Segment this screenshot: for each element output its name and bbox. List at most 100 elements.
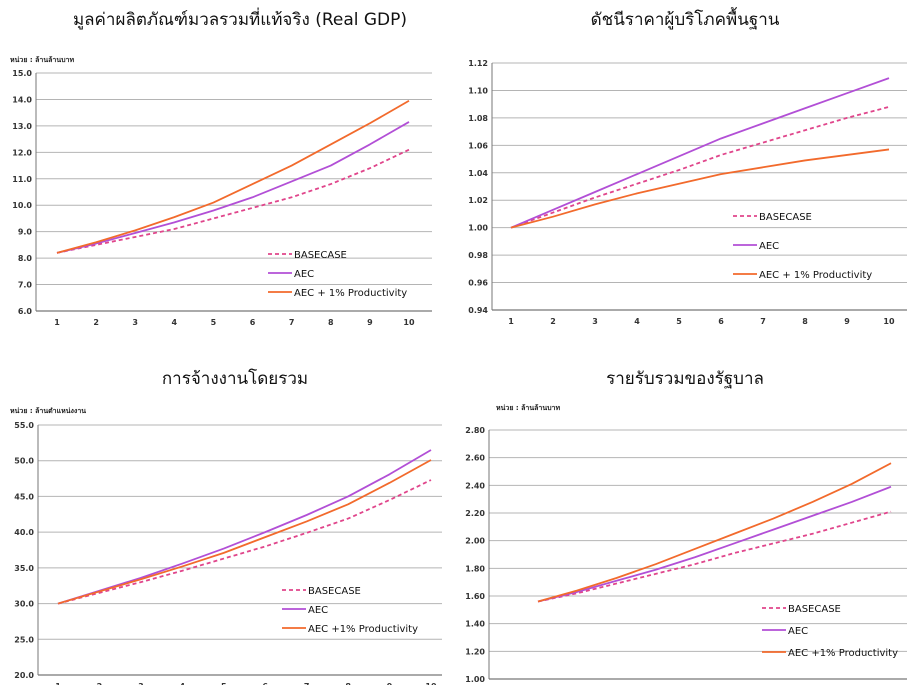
x-tick-label: 7	[304, 682, 310, 685]
x-tick-label: 9	[367, 318, 373, 327]
y-tick-label: 30.0	[14, 600, 34, 609]
series-line-aec	[57, 449, 432, 605]
x-tick-label: 1	[508, 317, 514, 326]
legend-label: AEC	[308, 605, 328, 616]
x-tick-label: 7	[760, 317, 766, 326]
series-line-aec	[56, 121, 410, 254]
y-tick-label: 9.0	[18, 228, 33, 237]
x-tick-label: 4	[172, 318, 178, 327]
y-tick-label: 2.40	[465, 481, 485, 490]
legend-label: AEC + 1% Productivity	[294, 288, 407, 299]
legend-label: BASECASE	[759, 212, 812, 223]
chart-title-employment: การจ้างงานโดยรวม	[161, 369, 309, 389]
y-tick-label: 6.0	[18, 307, 33, 316]
y-tick-label: 25.0	[14, 635, 34, 644]
x-tick-label: 7	[289, 318, 295, 327]
y-tick-label: 0.98	[468, 251, 488, 260]
y-tick-label: 1.02	[468, 196, 488, 205]
y-tick-label: 50.0	[14, 457, 34, 466]
x-tick-label: 2	[97, 682, 103, 685]
series-line-aec	[537, 485, 892, 603]
chart-title-cpi: ดัชนีราคาผู้บริโภคพื้นฐาน	[590, 10, 780, 30]
y-tick-label: 40.0	[14, 528, 34, 537]
legend-label: BASECASE	[788, 604, 841, 615]
x-tick-label: 1	[54, 318, 60, 327]
chart-title-government-revenue: รายรับรวมของรัฐบาล	[606, 369, 764, 389]
x-tick-label: 6	[250, 318, 256, 327]
series-line-aec	[510, 77, 890, 229]
y-tick-label: 15.0	[12, 69, 32, 78]
legend-label: AEC	[788, 626, 808, 637]
x-tick-label: 9	[387, 682, 393, 685]
y-tick-label: 55.0	[14, 421, 34, 430]
y-tick-label: 1.60	[465, 592, 485, 601]
unit-label: หน่วย : ล้านตำแหน่งงาน	[10, 406, 86, 415]
y-tick-label: 12.0	[12, 148, 32, 157]
x-tick-label: 3	[592, 317, 598, 326]
series-line-basecase	[56, 148, 410, 254]
y-tick-label: 11.0	[12, 175, 32, 184]
y-tick-label: 45.0	[14, 492, 34, 501]
y-tick-label: 14.0	[12, 95, 32, 104]
y-tick-label: 10.0	[12, 201, 32, 210]
x-tick-label: 4	[180, 682, 186, 685]
y-tick-label: 1.00	[465, 675, 485, 684]
x-tick-label: 9	[844, 317, 850, 326]
x-tick-label: 3	[138, 682, 144, 685]
series-line-aec-1-productivity	[510, 148, 890, 229]
y-tick-label: 1.10	[468, 86, 488, 95]
series-line-aec-1-productivity	[57, 459, 432, 605]
y-tick-label: 13.0	[12, 122, 32, 131]
y-tick-label: 8.0	[18, 254, 33, 263]
y-tick-label: 1.04	[468, 169, 488, 178]
x-tick-label: 1	[55, 682, 61, 685]
y-tick-label: 2.60	[465, 454, 485, 463]
x-tick-label: 10	[425, 682, 437, 685]
y-tick-label: 1.08	[468, 114, 488, 123]
y-tick-label: 0.94	[468, 306, 488, 315]
legend-label: AEC	[759, 241, 779, 252]
legend-label: BASECASE	[308, 586, 361, 597]
y-tick-label: 20.0	[14, 671, 34, 680]
legend-label: AEC + 1% Productivity	[759, 270, 872, 281]
series-line-basecase	[510, 106, 890, 229]
y-tick-label: 1.40	[465, 620, 485, 629]
y-tick-label: 2.00	[465, 537, 485, 546]
y-tick-label: 0.96	[468, 279, 488, 288]
x-tick-label: 10	[883, 317, 895, 326]
x-tick-label: 5	[211, 318, 217, 327]
y-tick-label: 2.20	[465, 509, 485, 518]
y-tick-label: 1.20	[465, 647, 485, 656]
x-tick-label: 6	[718, 317, 724, 326]
x-tick-label: 2	[93, 318, 99, 327]
y-tick-label: 1.12	[468, 59, 488, 68]
x-tick-label: 6	[262, 682, 268, 685]
x-tick-label: 10	[403, 318, 415, 327]
series-line-aec-1-productivity	[56, 99, 410, 254]
x-tick-label: 8	[328, 318, 334, 327]
x-tick-label: 5	[221, 682, 227, 685]
legend-label: BASECASE	[294, 250, 347, 261]
legend-label: AEC +1% Productivity	[308, 624, 418, 635]
series-line-basecase	[537, 510, 892, 603]
y-tick-label: 1.06	[468, 141, 488, 150]
x-tick-label: 4	[634, 317, 640, 326]
y-tick-label: 35.0	[14, 564, 34, 573]
y-tick-label: 2.80	[465, 426, 485, 435]
chart-title-gdp: มูลค่าผลิตภัณฑ์มวลรวมที่แท้จริง (Real GD…	[72, 10, 408, 30]
unit-label: หน่วย : ล้านล้านบาท	[496, 403, 560, 412]
series-line-basecase	[57, 479, 432, 605]
x-tick-label: 2	[550, 317, 556, 326]
unit-label: หน่วย : ล้านล้านบาท	[10, 55, 74, 64]
legend-label: AEC	[294, 269, 314, 280]
legend-label: AEC +1% Productivity	[788, 648, 898, 659]
series-line-aec-1-productivity	[537, 462, 892, 603]
x-tick-label: 5	[676, 317, 682, 326]
y-tick-label: 1.80	[465, 564, 485, 573]
x-tick-label: 8	[802, 317, 808, 326]
x-tick-label: 8	[345, 682, 351, 685]
y-tick-label: 1.00	[468, 224, 488, 233]
